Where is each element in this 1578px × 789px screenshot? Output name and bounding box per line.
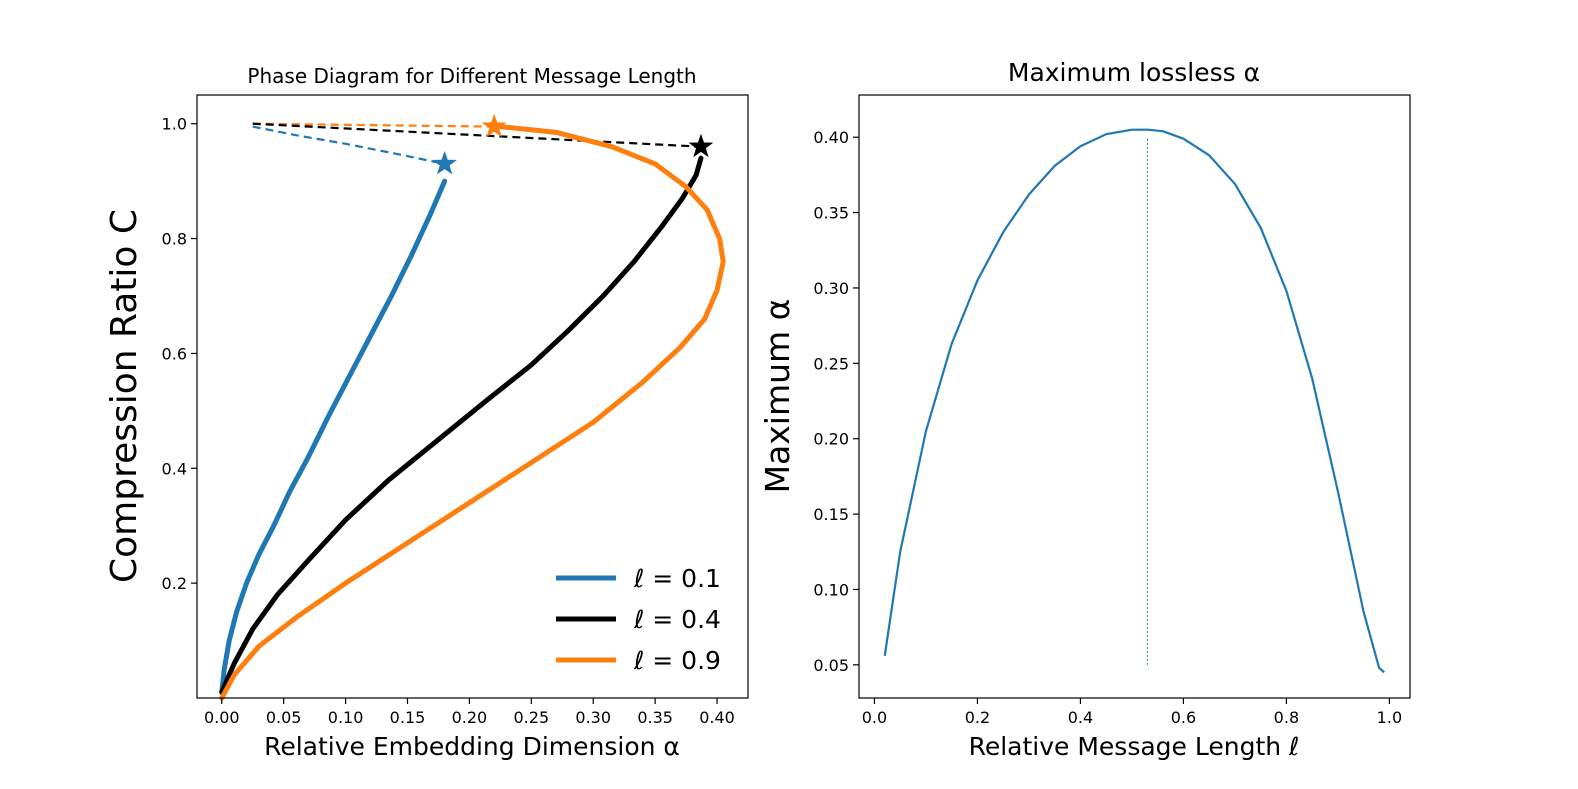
phase-diagram-y-axis-label: Compression Ratio C [104,209,145,583]
phase-series-line-1 [219,155,704,695]
phase-series-line-0 [219,178,448,695]
phase-star-marker-0 [432,150,457,175]
phase-x-tick-label: 0.40 [699,708,735,727]
max-lossless-x-tick-label: 0.2 [965,708,990,727]
phase-diagram-x-ticks: 0.00 0.05 0.10 0.15 0.20 0.25 0.30 0.35 0.40 [204,698,735,727]
max-lossless-y-axis-label: Maximum α [758,299,797,494]
max-lossless-plot-area [883,128,1385,674]
max-lossless-x-axis-label: Relative Message Length ℓ [969,732,1300,761]
max-lossless-x-tick-label: 1.0 [1377,708,1402,727]
max-lossless-y-tick-label: 0.10 [813,580,849,599]
phase-series-line-2 [219,124,726,701]
phase-star-marker-2 [688,133,714,158]
phase-diagram-legend: ℓ = 0.1 ℓ = 0.4 ℓ = 0.9 [556,564,721,675]
phase-dashed-line-0 [252,125,445,165]
max-lossless-series-line-0 [883,128,1385,674]
legend-label-1: ℓ = 0.4 [633,605,721,634]
phase-y-tick-label: 0.6 [162,344,187,363]
phase-diagram-chart: Phase Diagram for Different Message Leng… [104,64,749,761]
phase-y-tick-label: 1.0 [162,115,187,134]
max-lossless-x-ticks: 0.0 0.2 0.4 0.6 0.8 1.0 [862,698,1402,727]
max-lossless-x-tick-label: 0.0 [862,708,887,727]
max-lossless-title: Maximum lossless α [1008,58,1260,87]
phase-x-tick-label: 0.00 [204,708,240,727]
phase-diagram-title: Phase Diagram for Different Message Leng… [247,64,696,88]
phase-y-tick-label: 0.8 [162,230,187,249]
max-lossless-x-tick-label: 0.4 [1068,708,1093,727]
phase-star-marker-1 [481,113,507,138]
max-lossless-x-tick-label: 0.6 [1171,708,1196,727]
phase-x-tick-label: 0.10 [328,708,364,727]
phase-dashed-line-2 [252,122,702,148]
phase-dashed-line-1 [252,122,495,128]
max-lossless-y-tick-label: 0.15 [813,505,849,524]
phase-y-tick-label: 0.2 [162,574,187,593]
phase-x-tick-label: 0.05 [266,708,302,727]
max-lossless-frame [858,94,1411,699]
phase-diagram-frame [196,94,749,699]
phase-y-tick-label: 0.4 [162,459,187,478]
max-lossless-y-tick-label: 0.40 [813,128,849,147]
phase-x-tick-label: 0.35 [637,708,673,727]
phase-x-tick-label: 0.20 [452,708,488,727]
phase-x-tick-label: 0.15 [390,708,426,727]
phase-diagram-plot-area [219,113,726,701]
max-lossless-y-ticks: 0.05 0.10 0.15 0.20 0.25 0.30 0.35 0.40 [813,128,859,675]
phase-x-tick-label: 0.25 [514,708,550,727]
max-lossless-y-tick-label: 0.05 [813,656,849,675]
max-lossless-y-tick-label: 0.35 [813,204,849,223]
max-lossless-chart: Maximum lossless α 0.0 0.2 0.4 0.6 0.8 1.0 0.… [758,58,1411,761]
max-lossless-y-tick-label: 0.20 [813,430,849,449]
max-lossless-y-tick-label: 0.30 [813,279,849,298]
phase-diagram-x-axis-label: Relative Embedding Dimension α [264,732,680,761]
max-lossless-x-tick-label: 0.8 [1274,708,1299,727]
phase-x-tick-label: 0.30 [575,708,611,727]
max-lossless-y-tick-label: 0.25 [813,354,849,373]
legend-label-2: ℓ = 0.9 [633,646,721,675]
legend-label-0: ℓ = 0.1 [633,564,721,593]
phase-diagram-y-ticks: 0.2 0.4 0.6 0.8 1.0 [162,115,197,593]
